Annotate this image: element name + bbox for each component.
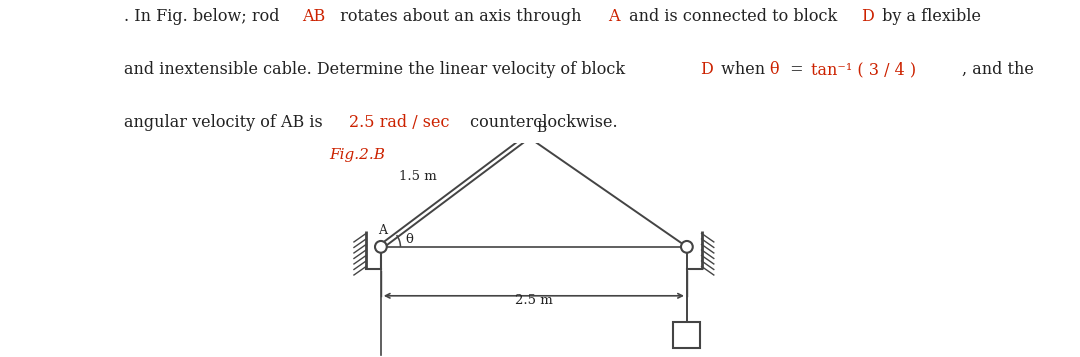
Text: A: A <box>378 224 387 237</box>
Text: 2.5 m: 2.5 m <box>515 295 553 307</box>
Text: and is connected to block: and is connected to block <box>624 8 842 25</box>
Text: Fig.2.B: Fig.2.B <box>329 148 386 162</box>
Text: 1.5 m: 1.5 m <box>399 170 436 183</box>
Text: D: D <box>861 8 874 25</box>
Text: θ: θ <box>405 233 414 246</box>
Text: , and the: , and the <box>962 61 1035 78</box>
Text: tan⁻¹ ( 3 / 4 ): tan⁻¹ ( 3 / 4 ) <box>811 61 916 78</box>
Text: by a flexible: by a flexible <box>877 8 981 25</box>
Text: when: when <box>716 61 770 78</box>
Text: 2.5 rad / sec: 2.5 rad / sec <box>349 114 449 131</box>
Bar <box>674 322 700 348</box>
Text: AB: AB <box>302 8 326 25</box>
Text: A: A <box>608 8 620 25</box>
Text: angular velocity of AB is: angular velocity of AB is <box>124 114 328 131</box>
Text: counterclockwise.: counterclockwise. <box>465 114 618 131</box>
Text: and inextensible cable. Determine the linear velocity of block: and inextensible cable. Determine the li… <box>124 61 631 78</box>
Text: θ: θ <box>769 61 779 78</box>
Circle shape <box>681 241 692 253</box>
Text: . In Fig. below; rod: . In Fig. below; rod <box>124 8 285 25</box>
Circle shape <box>375 241 387 253</box>
Text: D: D <box>700 61 713 78</box>
Text: D: D <box>680 328 693 342</box>
Text: rotates about an axis through: rotates about an axis through <box>335 8 586 25</box>
Text: =: = <box>785 61 809 78</box>
Text: B: B <box>537 121 546 135</box>
